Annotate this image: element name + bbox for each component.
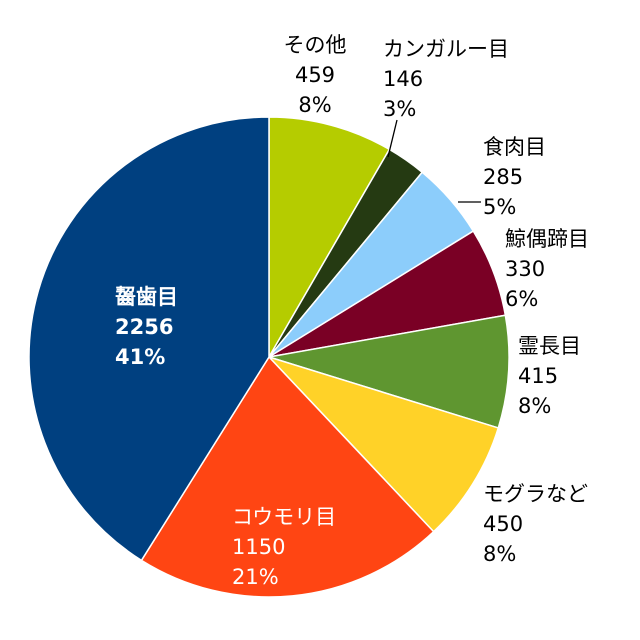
slice-percent-cetartiodactyla: 6% [505, 287, 538, 311]
slice-percent-primates: 8% [518, 394, 551, 418]
slice-label-cetartiodactyla: 鯨偶蹄目 330 6% [505, 227, 589, 311]
pie-slice-mole [266, 355, 500, 533]
slice-name-bat: コウモリ目 [232, 505, 336, 529]
slice-name-mole: モグラなど [483, 482, 588, 506]
slice-label-mole: モグラなど 450 8% [483, 482, 588, 566]
slice-value-primates: 415 [518, 364, 558, 388]
slice-value-cetartiodactyla: 330 [505, 257, 545, 281]
slice-percent-bat: 21% [232, 565, 279, 589]
slice-value-bat: 1150 [232, 535, 285, 559]
slice-label-carnivora: 食肉目 285 5% [483, 135, 546, 219]
slice-value-other: 459 [295, 63, 335, 87]
slice-labels: その他 459 8% カンガルー目 146 3% 食肉目 285 5% 鯨偶蹄目 330 6% 霊長目 4… [115, 33, 589, 589]
leader-lines [387, 119, 481, 203]
pie-slices [28, 116, 510, 598]
pie-slice-rodent [28, 116, 270, 562]
slice-percent-mole: 8% [483, 542, 516, 566]
slice-name-cetartiodactyla: 鯨偶蹄目 [505, 227, 589, 251]
slice-label-rodent: 齧歯目 2256 41% [115, 285, 178, 369]
slice-label-bat: コウモリ目 1150 21% [232, 505, 336, 589]
pie-slice-bat [140, 355, 435, 598]
slice-percent-carnivora: 5% [483, 195, 516, 219]
slice-name-other: その他 [284, 33, 347, 57]
slice-label-primates: 霊長目 415 8% [518, 334, 581, 418]
slice-name-kangaroo: カンガルー目 [383, 37, 509, 61]
pie-slice-other [268, 116, 391, 360]
slice-percent-kangaroo: 3% [383, 97, 416, 121]
slice-value-kangaroo: 146 [383, 67, 423, 91]
slice-label-other: その他 459 8% [284, 33, 347, 117]
slice-label-kangaroo: カンガルー目 146 3% [383, 37, 509, 121]
slice-value-carnivora: 285 [483, 165, 523, 189]
slice-value-mole: 450 [483, 512, 523, 536]
slice-value-rodent: 2256 [115, 315, 173, 339]
pie-slice-primates [268, 314, 510, 429]
leader-line-kangaroo [387, 119, 398, 158]
slice-percent-other: 8% [298, 93, 331, 117]
slice-percent-rodent: 41% [115, 345, 165, 369]
slice-name-primates: 霊長目 [518, 334, 581, 358]
slice-name-rodent: 齧歯目 [115, 285, 178, 309]
slice-name-carnivora: 食肉目 [483, 135, 546, 159]
